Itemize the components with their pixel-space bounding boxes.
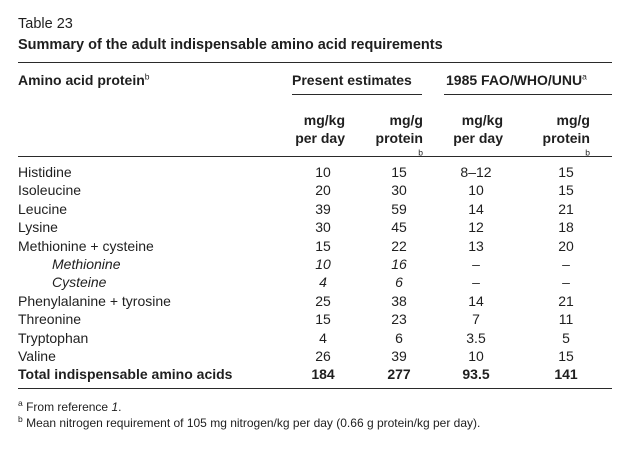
table-row: Tryptophan 4 6 3.5 5 (0, 329, 635, 347)
cell-value: – (472, 274, 480, 291)
cell-value: 93.5 (462, 366, 490, 383)
cell-value: 21 (558, 200, 574, 217)
cell-value: 15 (315, 311, 331, 328)
cell-value: 184 (311, 366, 335, 383)
present-subheader-rule (292, 94, 422, 95)
bottom-rule (18, 388, 612, 389)
table-title: Summary of the adult indispensable amino… (18, 37, 443, 53)
cell-value: 14 (468, 292, 484, 309)
row-label: Threonine (18, 311, 82, 328)
cell-value: 10 (315, 164, 331, 180)
row-label: Leucine (18, 200, 68, 217)
table-row: Histidine 10 15 8–12 15 (0, 163, 635, 181)
table-row: Phenylalanine + tyrosine 25 38 14 21 (0, 292, 635, 310)
row-label: Phenylalanine + tyrosine (18, 292, 171, 309)
table-row: Leucine 39 59 14 21 (0, 200, 635, 218)
cell-value: 14 (468, 200, 484, 217)
table-row: Threonine 15 23 7 11 (0, 310, 635, 328)
cell-value: 13 (468, 237, 484, 254)
cell-value: 23 (391, 311, 407, 328)
header-1985-fao: 1985 FAO/WHO/UNUa (446, 71, 587, 88)
cell-value: 15 (558, 182, 574, 199)
table-row: Methionine + cysteine 15 22 13 20 (0, 237, 635, 255)
cell-value: 45 (391, 219, 407, 236)
column-header-fao-mgkg: mg/kg per day (453, 112, 503, 146)
cell-value: 12 (468, 219, 484, 236)
row-label: Total indispensable amino acids (18, 366, 233, 383)
cell-value: 25 (315, 292, 331, 309)
table-caption: Table 23 (18, 16, 73, 32)
fao-subheader-rule (444, 94, 612, 95)
table-row: Lysine 30 45 12 18 (0, 218, 635, 236)
table-row: Cysteine 4 6 – – (0, 273, 635, 291)
footnote-a: a From reference 1. (18, 398, 122, 414)
cell-value: – (472, 256, 480, 272)
row-label: Methionine + cysteine (18, 237, 154, 254)
cell-value: 141 (554, 366, 578, 383)
cell-value: – (562, 274, 570, 291)
table-row-total: Total indispensable amino acids 184 277 … (0, 365, 635, 383)
header-present-estimates: Present estimates (292, 72, 412, 88)
top-rule (18, 62, 612, 63)
cell-value: 22 (391, 237, 407, 254)
cell-value: – (562, 256, 570, 272)
header-rule (18, 156, 612, 157)
row-label: Isoleucine (18, 182, 82, 199)
table-row: Isoleucine 20 30 10 15 (0, 181, 635, 199)
cell-value: 4 (319, 274, 327, 291)
cell-value: 4 (319, 329, 327, 346)
row-label: Lysine (18, 219, 58, 236)
cell-value: 20 (315, 182, 331, 199)
cell-value: 15 (391, 164, 407, 180)
cell-value: 10 (468, 348, 484, 364)
cell-value: 3.5 (466, 329, 486, 346)
row-label: Valine (18, 348, 56, 364)
cell-value: 20 (558, 237, 574, 254)
cell-value: 10 (468, 182, 484, 199)
row-label: Tryptophan (18, 329, 89, 346)
cell-value: 21 (558, 292, 574, 309)
cell-value: 5 (562, 329, 570, 346)
cell-value: 39 (315, 200, 331, 217)
cell-value: 59 (391, 200, 407, 217)
cell-value: 26 (315, 348, 331, 364)
table-row: Methionine 10 16 – – (0, 255, 635, 273)
row-label: Methionine (52, 256, 121, 272)
column-header-present-mgkg: mg/kg per day (295, 112, 345, 146)
cell-value: 39 (391, 348, 407, 364)
cell-value: 15 (315, 237, 331, 254)
footnote-b: b Mean nitrogen requirement of 105 mg ni… (18, 414, 481, 430)
column-header-fao-mgg: mg/g protein b (542, 112, 590, 158)
cell-value: 18 (558, 219, 574, 236)
table-row: Valine 26 39 10 15 (0, 347, 635, 365)
cell-value: 15 (558, 164, 574, 180)
column-header-present-mgg: mg/g protein b (375, 112, 423, 158)
cell-value: 6 (395, 329, 403, 346)
row-label: Cysteine (52, 274, 107, 291)
cell-value: 11 (558, 311, 574, 328)
cell-value: 15 (558, 348, 574, 364)
header-amino-acid: Amino acid proteinb (18, 71, 150, 88)
cell-value: 10 (315, 256, 331, 272)
cell-value: 8–12 (460, 164, 492, 180)
cell-value: 6 (395, 274, 403, 291)
cell-value: 38 (391, 292, 407, 309)
cell-value: 277 (387, 366, 411, 383)
cell-value: 30 (315, 219, 331, 236)
row-label: Histidine (18, 164, 72, 180)
cell-value: 16 (391, 256, 407, 272)
cell-value: 7 (472, 311, 480, 328)
cell-value: 30 (391, 182, 407, 199)
